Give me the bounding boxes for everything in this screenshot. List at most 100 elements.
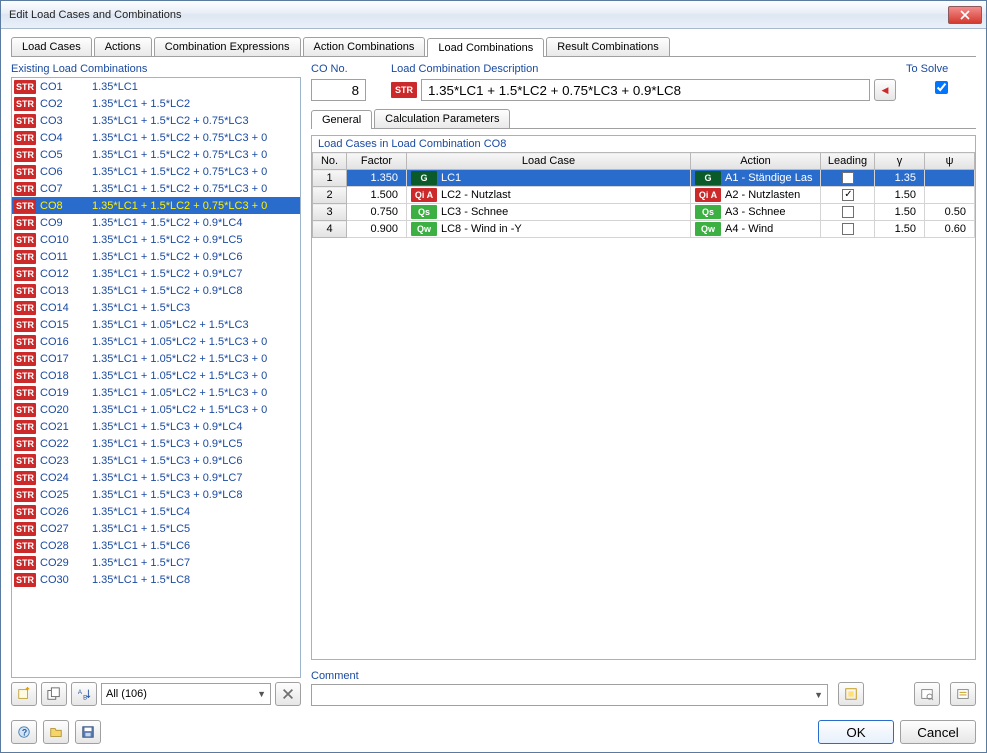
combo-expr: 1.35*LC1: [88, 81, 138, 93]
col-loadcase[interactable]: Load Case: [407, 153, 691, 170]
open-button[interactable]: [43, 720, 69, 744]
combo-list-row[interactable]: STRCO221.35*LC1 + 1.5*LC3 + 0.9*LC5: [12, 435, 300, 452]
cell-action[interactable]: GA1 - Ständige Las: [691, 170, 821, 187]
combo-list-row[interactable]: STRCO231.35*LC1 + 1.5*LC3 + 0.9*LC6: [12, 452, 300, 469]
cell-no: 3: [313, 204, 347, 221]
str-tag: STR: [14, 284, 36, 298]
load-cases-grid: No. Factor Load Case Action Leading γ ψ …: [312, 152, 975, 238]
combo-list-row[interactable]: STRCO121.35*LC1 + 1.5*LC2 + 0.9*LC7: [12, 265, 300, 282]
grid-row[interactable]: 11.350GLC1GA1 - Ständige Las1.35: [313, 170, 975, 187]
comment-dropdown[interactable]: ▼: [311, 684, 828, 706]
dialog-footer: ? OK Cancel: [1, 714, 986, 752]
combo-list-row[interactable]: STRCO271.35*LC1 + 1.5*LC5: [12, 520, 300, 537]
str-tag: STR: [14, 471, 36, 485]
combo-list-row[interactable]: STRCO241.35*LC1 + 1.5*LC3 + 0.9*LC7: [12, 469, 300, 486]
cell-leading[interactable]: [821, 187, 875, 204]
main-tab[interactable]: Actions: [94, 37, 152, 56]
cell-action[interactable]: QwA4 - Wind: [691, 221, 821, 238]
combo-list-row[interactable]: STRCO191.35*LC1 + 1.05*LC2 + 1.5*LC3 + 0: [12, 384, 300, 401]
grid-row[interactable]: 30.750QsLC3 - SchneeQsA3 - Schnee1.500.5…: [313, 204, 975, 221]
cell-loadcase[interactable]: QsLC3 - Schnee: [407, 204, 691, 221]
combo-list-row[interactable]: STRCO31.35*LC1 + 1.5*LC2 + 0.75*LC3: [12, 112, 300, 129]
cell-action[interactable]: QsA3 - Schnee: [691, 204, 821, 221]
window-close-button[interactable]: [948, 6, 982, 24]
combo-list-row[interactable]: STRCO151.35*LC1 + 1.05*LC2 + 1.5*LC3: [12, 316, 300, 333]
combo-list-row[interactable]: STRCO21.35*LC1 + 1.5*LC2: [12, 95, 300, 112]
main-tab[interactable]: Result Combinations: [546, 37, 670, 56]
combo-expr: 1.35*LC1 + 1.5*LC2 + 0.75*LC3 + 0: [88, 183, 267, 195]
col-no[interactable]: No.: [313, 153, 347, 170]
grid-row[interactable]: 40.900QwLC8 - Wind in -YQwA4 - Wind1.500…: [313, 221, 975, 238]
details-button[interactable]: [914, 682, 940, 706]
cell-loadcase[interactable]: Qi ALC2 - Nutzlast: [407, 187, 691, 204]
combo-list-row[interactable]: STRCO251.35*LC1 + 1.5*LC3 + 0.9*LC8: [12, 486, 300, 503]
copy-combo-button[interactable]: [41, 682, 67, 706]
main-tab[interactable]: Load Combinations: [427, 38, 544, 57]
detail-tab[interactable]: Calculation Parameters: [374, 109, 510, 128]
combo-list-row[interactable]: STRCO71.35*LC1 + 1.5*LC2 + 0.75*LC3 + 0: [12, 180, 300, 197]
combo-list-row[interactable]: STRCO261.35*LC1 + 1.5*LC4: [12, 503, 300, 520]
detail-tab[interactable]: General: [311, 110, 372, 129]
cell-loadcase[interactable]: GLC1: [407, 170, 691, 187]
cell-leading[interactable]: [821, 204, 875, 221]
col-action[interactable]: Action: [691, 153, 821, 170]
main-tab[interactable]: Combination Expressions: [154, 37, 301, 56]
to-solve-checkbox[interactable]: [910, 81, 973, 94]
filter-dropdown[interactable]: All (106) ▼: [101, 683, 271, 705]
cell-factor[interactable]: 0.750: [347, 204, 407, 221]
combo-id: CO29: [36, 557, 88, 569]
svg-text:?: ?: [22, 728, 27, 738]
cell-factor[interactable]: 0.900: [347, 221, 407, 238]
settings-button[interactable]: [950, 682, 976, 706]
cell-action[interactable]: Qi AA2 - Nutzlasten: [691, 187, 821, 204]
combo-list-row[interactable]: STRCO211.35*LC1 + 1.5*LC3 + 0.9*LC4: [12, 418, 300, 435]
combo-id: CO22: [36, 438, 88, 450]
ok-button[interactable]: OK: [818, 720, 894, 744]
combo-list-row[interactable]: STRCO171.35*LC1 + 1.05*LC2 + 1.5*LC3 + 0: [12, 350, 300, 367]
main-tab[interactable]: Load Cases: [11, 37, 92, 56]
cell-loadcase[interactable]: QwLC8 - Wind in -Y: [407, 221, 691, 238]
combo-list-row[interactable]: STRCO141.35*LC1 + 1.5*LC3: [12, 299, 300, 316]
main-tab[interactable]: Action Combinations: [303, 37, 426, 56]
svg-text:A: A: [78, 689, 83, 696]
combo-list-row[interactable]: STRCO131.35*LC1 + 1.5*LC2 + 0.9*LC8: [12, 282, 300, 299]
combo-expr: 1.35*LC1 + 1.5*LC3 + 0.9*LC7: [88, 472, 242, 484]
combo-list-row[interactable]: STRCO11.35*LC1: [12, 78, 300, 95]
new-combo-button[interactable]: [11, 682, 37, 706]
col-leading[interactable]: Leading: [821, 153, 875, 170]
combo-list-row[interactable]: STRCO181.35*LC1 + 1.05*LC2 + 1.5*LC3 + 0: [12, 367, 300, 384]
combo-list-row[interactable]: STRCO51.35*LC1 + 1.5*LC2 + 0.75*LC3 + 0: [12, 146, 300, 163]
combo-list-row[interactable]: STRCO201.35*LC1 + 1.05*LC2 + 1.5*LC3 + 0: [12, 401, 300, 418]
combo-list-row[interactable]: STRCO81.35*LC1 + 1.5*LC2 + 0.75*LC3 + 0: [12, 197, 300, 214]
cell-factor[interactable]: 1.350: [347, 170, 407, 187]
combo-list-row[interactable]: STRCO111.35*LC1 + 1.5*LC2 + 0.9*LC6: [12, 248, 300, 265]
save-button[interactable]: [75, 720, 101, 744]
combo-list-row[interactable]: STRCO61.35*LC1 + 1.5*LC2 + 0.75*LC3 + 0: [12, 163, 300, 180]
combo-list-row[interactable]: STRCO161.35*LC1 + 1.05*LC2 + 1.5*LC3 + 0: [12, 333, 300, 350]
str-tag: STR: [14, 403, 36, 417]
desc-nav-button[interactable]: ◀: [874, 79, 896, 101]
cell-leading[interactable]: [821, 170, 875, 187]
combo-list-row[interactable]: STRCO101.35*LC1 + 1.5*LC2 + 0.9*LC5: [12, 231, 300, 248]
cell-factor[interactable]: 1.500: [347, 187, 407, 204]
col-psi[interactable]: ψ: [925, 153, 975, 170]
col-factor[interactable]: Factor: [347, 153, 407, 170]
str-tag: STR: [14, 386, 36, 400]
col-gamma[interactable]: γ: [875, 153, 925, 170]
combo-list-row[interactable]: STRCO291.35*LC1 + 1.5*LC7: [12, 554, 300, 571]
combo-list-row[interactable]: STRCO91.35*LC1 + 1.5*LC2 + 0.9*LC4: [12, 214, 300, 231]
comment-apply-button[interactable]: [838, 682, 864, 706]
help-button[interactable]: ?: [11, 720, 37, 744]
desc-input[interactable]: [421, 79, 870, 101]
co-no-input[interactable]: [311, 79, 366, 101]
combo-list-row[interactable]: STRCO41.35*LC1 + 1.5*LC2 + 0.75*LC3 + 0: [12, 129, 300, 146]
cell-leading[interactable]: [821, 221, 875, 238]
cancel-button[interactable]: Cancel: [900, 720, 976, 744]
combo-list-row[interactable]: STRCO281.35*LC1 + 1.5*LC6: [12, 537, 300, 554]
grid-row[interactable]: 21.500Qi ALC2 - NutzlastQi AA2 - Nutzlas…: [313, 187, 975, 204]
combo-list-row[interactable]: STRCO301.35*LC1 + 1.5*LC8: [12, 571, 300, 588]
combo-id: CO9: [36, 217, 88, 229]
sort-combo-button[interactable]: AB: [71, 682, 97, 706]
to-solve-label: To Solve: [906, 63, 976, 75]
delete-combo-button[interactable]: [275, 682, 301, 706]
